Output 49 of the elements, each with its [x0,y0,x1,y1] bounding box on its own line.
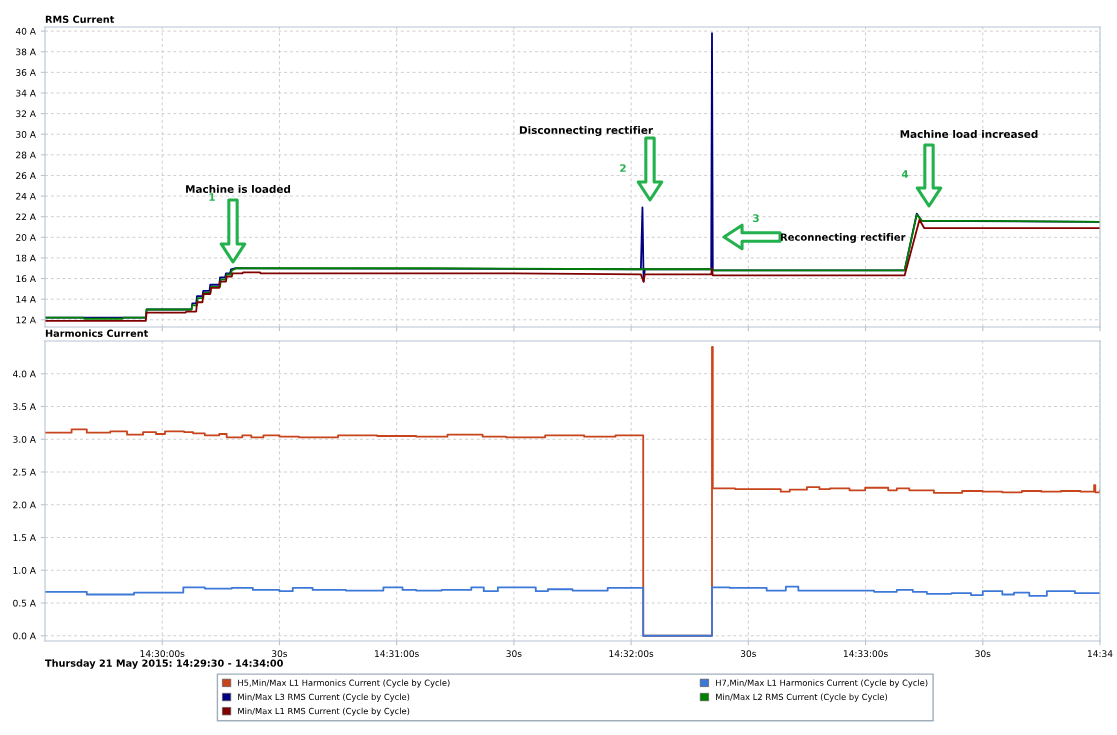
x-tick-label: 30s [740,650,756,658]
legend-label: H5,Min/Max L1 Harmonics Current (Cycle by Cycle) [238,679,450,688]
legend-label: Min/Max L3 RMS Current (Cycle by Cycle) [238,693,410,702]
y-tick-label: 0.5 A [13,599,36,607]
legend-label: H7,Min/Max L1 Harmonics Current (Cycle by Cycle) [716,679,928,688]
y-tick-label: 16 A [16,275,36,283]
y-tick-label: 3.0 A [13,435,36,443]
y-tick-label: 1.5 A [13,534,36,542]
legend-label: Min/Max L1 RMS Current (Cycle by Cycle) [238,707,410,716]
legend-label: Min/Max L2 RMS Current (Cycle by Cycle) [716,693,888,702]
x-tick-label: 14:34 [1087,650,1113,658]
y-tick-label: 1.0 A [13,566,36,574]
y-tick-label: 38 A [16,48,36,56]
annotation: 1 [209,193,215,201]
y-tick-label: 40 A [15,27,36,35]
text: Thursday 21 May 2015: 14:29:30 - 14:34:00 [45,659,283,669]
y-tick-label: 14 A [16,296,36,303]
annotation: Machine is loaded [186,184,291,194]
x-tick-label: 30s [506,650,522,658]
y-tick-label: 34 A [16,89,36,97]
annotation: 4 [901,170,909,178]
y-tick-label: 28 A [16,151,36,159]
y-tick-label: 2.0 A [13,501,36,509]
x-tick-label: 30s [975,650,991,658]
annotation: Reconnecting rectifier [780,233,906,243]
annotation: Machine load increased [900,129,1038,139]
y-tick-label: 0.0 A [13,632,36,640]
x-tick-label: 14:31:00s [375,650,419,658]
y-tick-label: 32 A [16,110,36,118]
y-tick-label: 4.0 A [13,370,36,378]
y-tick-label: 36 A [16,69,36,76]
chart-title: RMS Current [45,15,115,23]
y-tick-label: 22 A [16,213,36,221]
annotation: Disconnecting rectifier [519,125,654,137]
y-tick-label: 12 A [16,316,36,324]
y-tick-label: 20 A [16,234,36,241]
y-tick-label: 18 A [16,254,36,262]
y-tick-label: 24 A [16,192,36,200]
y-tick-label: 26 A [16,172,36,180]
chart-title: Harmonics Current [45,329,149,337]
annotation: 3 [753,214,759,223]
x-tick-label: 14:33:00s [843,650,888,658]
annotation: 2 [620,164,626,172]
y-tick-label: 2.5 A [13,468,36,476]
y-tick-label: 30 A [16,130,36,138]
y-tick-label: 3.5 A [13,403,36,411]
x-tick-label: 30s [272,650,288,658]
x-tick-label: 14:32:00s [609,650,654,658]
x-tick-label: 14:30:00s [140,650,185,658]
